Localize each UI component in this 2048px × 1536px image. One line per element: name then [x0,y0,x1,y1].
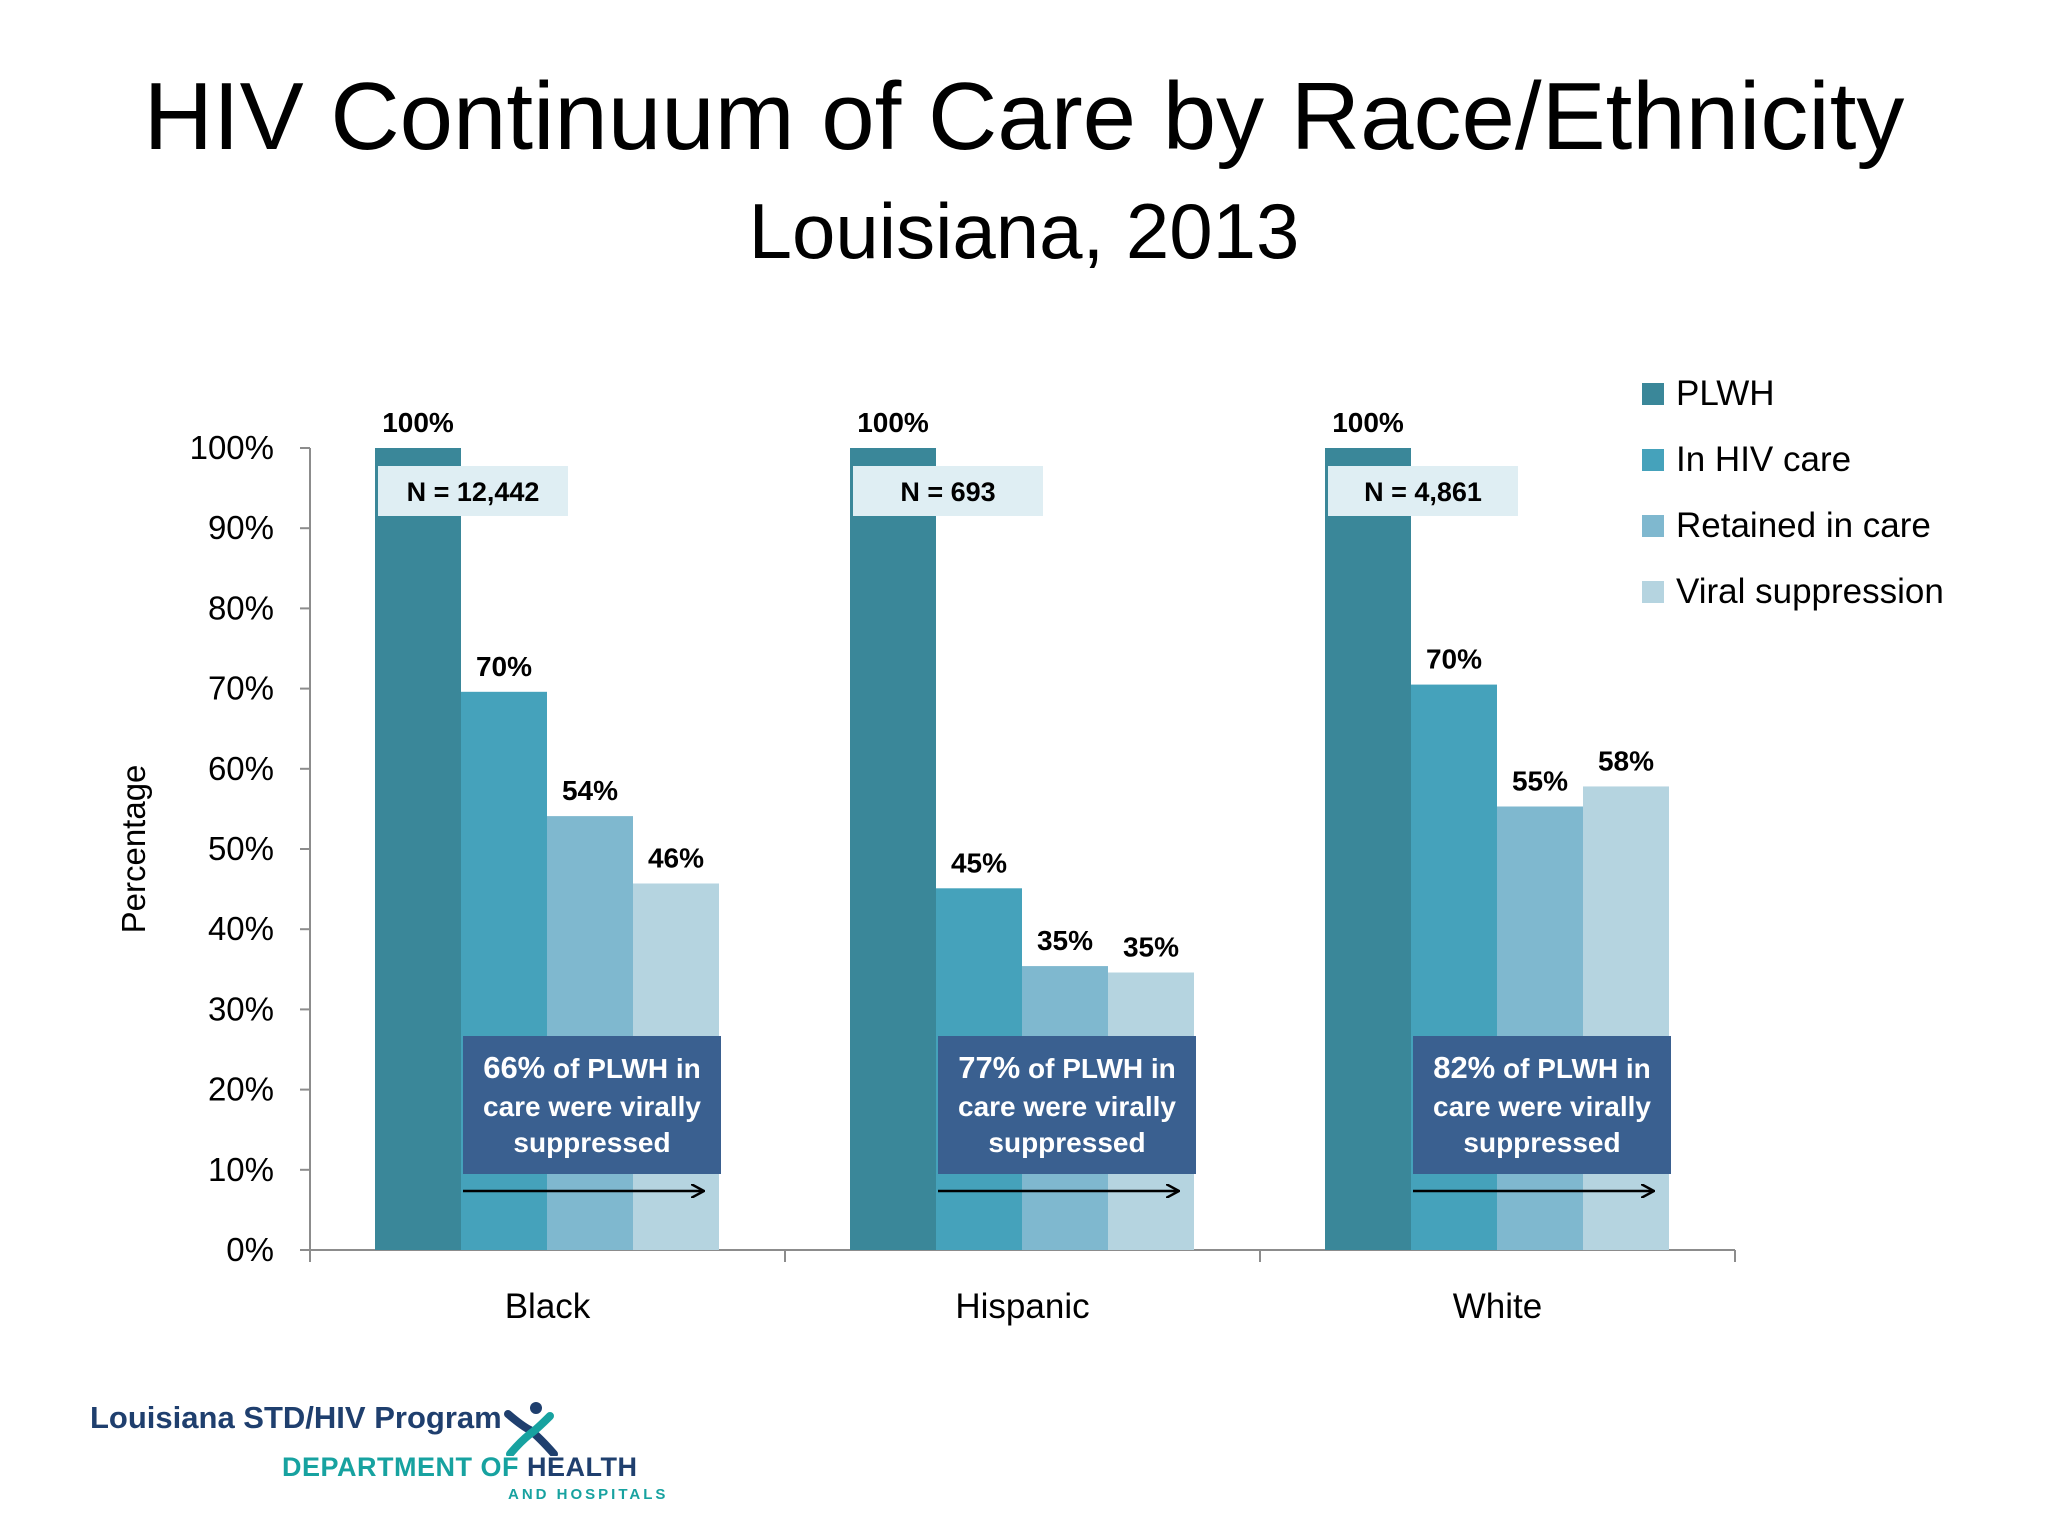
n-label: N = 4,861 [1364,477,1482,507]
legend-swatch [1642,449,1664,471]
y-tick-label: 10% [208,1151,274,1188]
legend-label: In HIV care [1676,440,1851,479]
y-tick-label: 60% [208,750,274,787]
chart-title: HIV Continuum of Care by Race/Ethnicity [143,63,1905,170]
n-label-box [378,466,568,516]
annotation-line-3: suppressed [1463,1127,1620,1158]
department-subtitle: AND HOSPITALS [508,1486,669,1503]
program-name: Louisiana STD/HIV Program [90,1400,502,1435]
bar-white-0 [1325,448,1411,1250]
data-label: 54% [562,775,618,806]
legend-swatch [1642,515,1664,537]
data-label: 45% [951,847,1007,878]
y-axis-label: Percentage [115,765,152,934]
legend-label: Viral suppression [1676,572,1944,611]
data-label: 35% [1037,925,1093,956]
legend-swatch [1642,581,1664,603]
y-tick-label: 80% [208,589,274,626]
department-prefix: DEPARTMENT OF [282,1452,527,1482]
annotation-box [1413,1036,1671,1174]
bar-white-2 [1497,806,1583,1250]
n-label-box [853,466,1043,516]
annotation-line-2: care were virally [483,1091,701,1122]
bar-white-3 [1583,786,1669,1250]
bar-hispanic-0 [850,448,936,1250]
annotation-text: of PLWH in [1495,1053,1651,1084]
data-label: 58% [1598,745,1654,776]
data-label: 100% [382,407,454,438]
annotation-line-3: suppressed [513,1127,670,1158]
data-label: 55% [1512,765,1568,796]
y-tick-label: 0% [226,1231,274,1268]
annotation-line-1: 77% of PLWH in [958,1050,1176,1085]
data-label: 100% [1332,407,1404,438]
y-tick-label: 40% [208,910,274,947]
chart-subtitle: Louisiana, 2013 [748,187,1300,275]
y-tick-label: 50% [208,830,274,867]
annotation-percent: 77% [958,1050,1020,1085]
y-tick-label: 70% [208,670,274,707]
y-tick-label: 90% [208,509,274,546]
annotation-line-3: suppressed [988,1127,1145,1158]
x-tick-label: White [1453,1287,1542,1326]
data-label: 100% [857,407,929,438]
legend-swatch [1642,383,1664,405]
x-tick-label: Hispanic [955,1287,1089,1326]
annotation-box [463,1036,721,1174]
data-label: 70% [1426,644,1482,675]
annotation-line-2: care were virally [1433,1091,1651,1122]
y-tick-label: 20% [208,1071,274,1108]
annotation-line-1: 66% of PLWH in [483,1050,701,1085]
n-label: N = 12,442 [407,477,540,507]
department-name: DEPARTMENT OF HEALTH [282,1452,638,1483]
legend-label: Retained in care [1676,506,1931,545]
annotation-text: of PLWH in [1020,1053,1176,1084]
x-tick-label: Black [505,1287,591,1326]
annotation-line-2: care were virally [958,1091,1176,1122]
n-label-box [1328,466,1518,516]
legend-label: PLWH [1676,374,1775,413]
data-label: 46% [648,842,704,873]
y-tick-label: 30% [208,990,274,1027]
annotation-line-1: 82% of PLWH in [1433,1050,1651,1085]
annotation-percent: 66% [483,1050,545,1085]
ldh-logo-icon [504,1402,558,1456]
data-label: 35% [1123,932,1179,963]
bar-black-2 [547,816,633,1250]
annotation-box [938,1036,1196,1174]
data-label: 70% [476,651,532,682]
annotation-percent: 82% [1433,1050,1495,1085]
y-tick-label: 100% [190,429,274,466]
annotation-text: of PLWH in [545,1053,701,1084]
bar-black-0 [375,448,461,1250]
department-health: HEALTH [527,1452,638,1482]
n-label: N = 693 [900,477,995,507]
